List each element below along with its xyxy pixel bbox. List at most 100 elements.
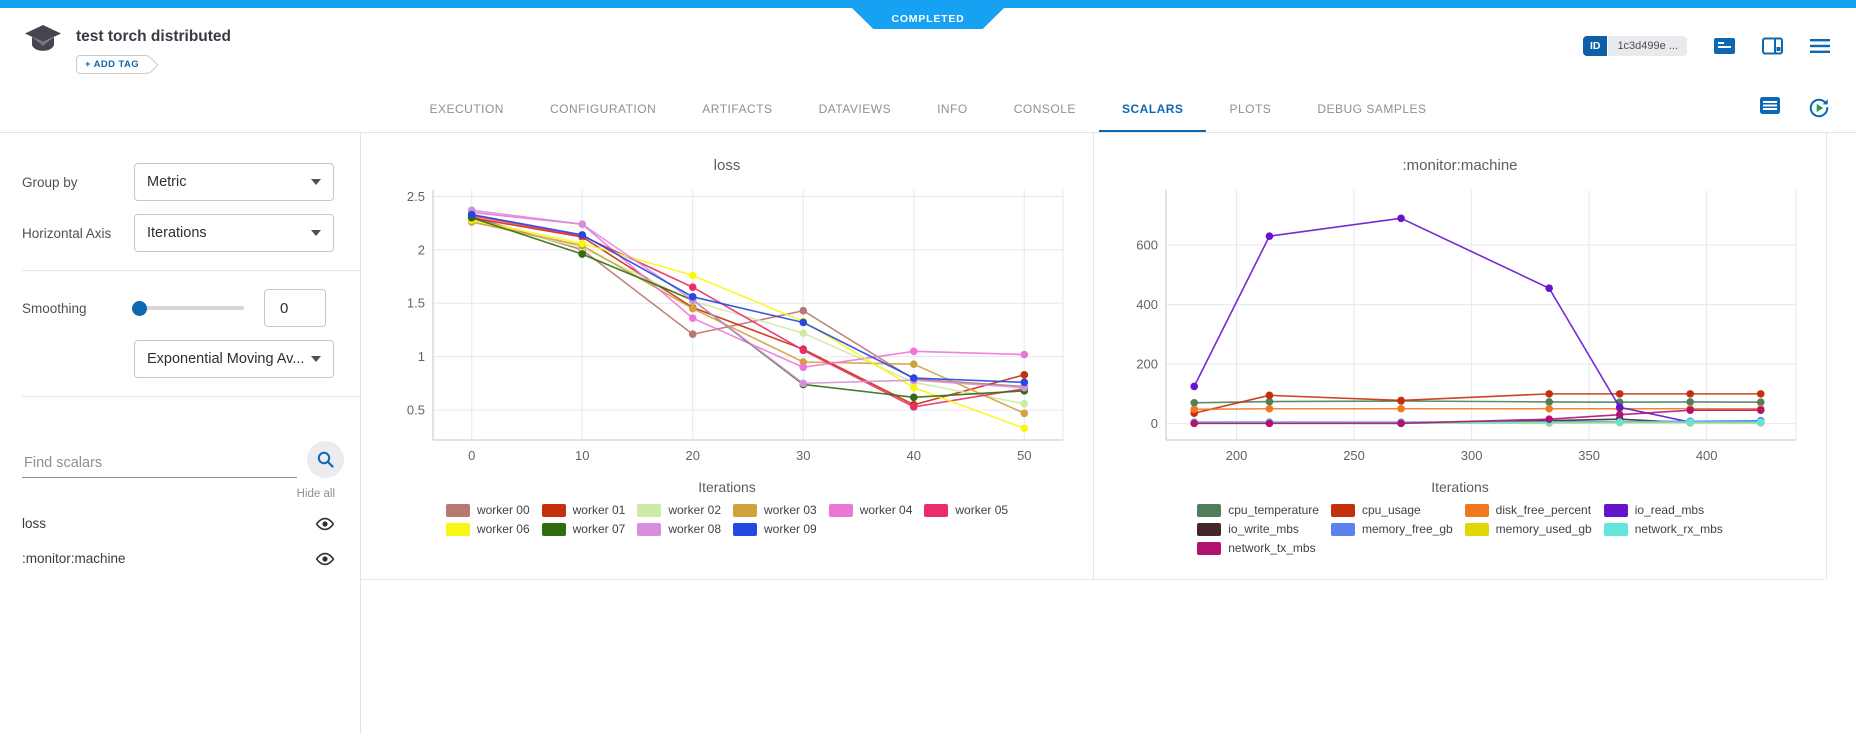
svg-text:50: 50 xyxy=(1017,448,1031,463)
legend-item-worker-04[interactable]: worker 04 xyxy=(828,503,912,517)
add-tag-button[interactable]: + ADD TAG xyxy=(76,55,151,74)
legend-item-network_tx_mbs[interactable]: network_tx_mbs xyxy=(1197,541,1319,555)
legend-item-cpu_usage[interactable]: cpu_usage xyxy=(1330,503,1453,517)
chart-legend: cpu_temperature cpu_usage disk_free_percen… xyxy=(1197,503,1723,555)
legend-item-worker-07[interactable]: worker 07 xyxy=(541,522,626,536)
legend-item-memory_used_gb[interactable]: memory_used_gb xyxy=(1464,522,1592,536)
svg-text:200: 200 xyxy=(1136,357,1158,372)
scalar-name: loss xyxy=(22,516,47,531)
legend-label: worker 05 xyxy=(955,503,1009,517)
legend-item-worker-00[interactable]: worker 00 xyxy=(445,503,530,517)
legend-item-network_rx_mbs[interactable]: network_rx_mbs xyxy=(1603,522,1723,536)
legend-swatch xyxy=(1197,522,1222,536)
scalar-list: loss :monitor:machine xyxy=(0,506,360,576)
smoothing-slider[interactable] xyxy=(132,300,244,316)
legend-item-disk_free_percent[interactable]: disk_free_percent xyxy=(1464,503,1592,517)
legend-swatch xyxy=(541,522,566,536)
legend-swatch xyxy=(1197,503,1222,517)
auto-refresh-icon[interactable] xyxy=(1808,97,1830,119)
find-scalars-input[interactable] xyxy=(22,449,297,478)
tab-scalars[interactable]: SCALARS xyxy=(1099,86,1207,132)
group-by-select[interactable]: Metric xyxy=(134,163,334,201)
search-button[interactable] xyxy=(307,441,344,478)
legend-item-worker-08[interactable]: worker 08 xyxy=(637,522,721,536)
tab-plots[interactable]: PLOTS xyxy=(1229,102,1272,116)
legend-item-worker-03[interactable]: worker 03 xyxy=(733,503,817,517)
smoothing-value-input[interactable] xyxy=(264,289,326,327)
legend-label: worker 02 xyxy=(668,503,721,517)
tab-execution[interactable]: EXECUTION xyxy=(429,102,504,116)
eye-icon xyxy=(315,552,335,565)
divider xyxy=(22,270,360,271)
legend-label: worker 03 xyxy=(764,503,817,517)
legend-swatch xyxy=(445,522,470,536)
tab-dataviews[interactable]: DATAVIEWS xyxy=(818,102,892,116)
legend-item-io_write_mbs[interactable]: io_write_mbs xyxy=(1197,522,1319,536)
legend-label: worker 08 xyxy=(668,522,721,536)
tab-info[interactable]: INFO xyxy=(937,102,968,116)
tab-artifacts[interactable]: ARTIFACTS xyxy=(702,102,773,116)
legend-label: io_read_mbs xyxy=(1634,503,1705,517)
legend-item-worker-09[interactable]: worker 09 xyxy=(733,522,817,536)
experiment-id-value[interactable]: 1c3d499e ... xyxy=(1608,36,1687,56)
visibility-toggle[interactable] xyxy=(315,552,335,566)
charts-area: loss 0 10 20 30 40 50 0.5 1 1.5 2 2.5 Iterations w… xyxy=(361,133,1856,734)
legend-item-worker-05[interactable]: worker 05 xyxy=(924,503,1008,517)
search-icon xyxy=(317,451,334,468)
smoothing-type-select[interactable]: Exponential Moving Av... xyxy=(134,340,334,378)
svg-text:40: 40 xyxy=(907,448,921,463)
legend-item-io_read_mbs[interactable]: io_read_mbs xyxy=(1603,503,1723,517)
legend-item-cpu_temperature[interactable]: cpu_temperature xyxy=(1197,503,1319,517)
tab-bar: EXECUTION CONFIGURATION ARTIFACTS DATAVIEWS… xyxy=(0,86,1856,133)
legend-item-worker-02[interactable]: worker 02 xyxy=(637,503,721,517)
chevron-down-icon xyxy=(311,356,321,362)
svg-text:0: 0 xyxy=(468,448,475,463)
svg-text:2.5: 2.5 xyxy=(407,189,425,204)
svg-text:400: 400 xyxy=(1696,448,1718,463)
svg-text:2: 2 xyxy=(418,242,425,257)
legend-swatch xyxy=(445,503,470,517)
experiment-header: test torch distributed + ADD TAG ID 1c3d… xyxy=(0,8,1856,86)
visibility-toggle[interactable] xyxy=(315,517,335,531)
legend-swatch xyxy=(924,503,949,517)
svg-text:1: 1 xyxy=(418,349,425,364)
details-panel-icon[interactable] xyxy=(1714,37,1735,55)
loss-chart[interactable]: 0 10 20 30 40 50 0.5 1 1.5 2 2.5 xyxy=(377,182,1077,479)
scalar-list-item: loss xyxy=(0,506,360,541)
legend-swatch xyxy=(733,503,757,517)
tab-debug-samples[interactable]: DEBUG SAMPLES xyxy=(1317,102,1427,116)
smoothing-slider-thumb[interactable] xyxy=(132,300,147,316)
legend-item-memory_free_gb[interactable]: memory_free_gb xyxy=(1330,522,1453,536)
chevron-down-icon xyxy=(311,230,321,236)
legend-swatch xyxy=(1330,522,1355,536)
group-by-label: Group by xyxy=(22,174,78,190)
group-by-value: Metric xyxy=(147,174,187,190)
svg-text:20: 20 xyxy=(686,448,700,463)
legend-item-worker-01[interactable]: worker 01 xyxy=(541,503,625,517)
experiment-title: test torch distributed xyxy=(76,28,232,45)
legend-label: worker 07 xyxy=(572,522,626,536)
chart-title: :monitor:machine xyxy=(1402,157,1518,174)
status-badge: COMPLETED xyxy=(852,8,1004,29)
svg-text:10: 10 xyxy=(575,448,589,463)
monitor-machine-chart[interactable]: 200 250 300 350 400 0 200 400 600 xyxy=(1110,182,1810,479)
legend-swatch xyxy=(1464,522,1489,536)
eye-icon xyxy=(315,517,335,530)
legend-swatch xyxy=(637,503,662,517)
horizontal-axis-value: Iterations xyxy=(147,225,207,241)
horizontal-axis-select[interactable]: Iterations xyxy=(134,214,334,252)
id-badge: ID xyxy=(1582,36,1608,56)
scalar-name: :monitor:machine xyxy=(22,551,126,566)
legend-label: io_write_mbs xyxy=(1228,522,1299,536)
svg-text:400: 400 xyxy=(1136,297,1158,312)
legend-item-worker-06[interactable]: worker 06 xyxy=(445,522,530,536)
svg-text:300: 300 xyxy=(1461,448,1483,463)
chart-card-monitor-machine: :monitor:machine 200 250 300 350 400 0 200 400 6… xyxy=(1094,133,1827,579)
tab-console[interactable]: CONSOLE xyxy=(1013,102,1076,116)
tab-configuration[interactable]: CONFIGURATION xyxy=(549,102,657,116)
layout-columns-icon[interactable] xyxy=(1762,37,1783,55)
x-axis-title: Iterations xyxy=(1431,479,1489,495)
hide-all-button[interactable]: Hide all xyxy=(296,488,335,500)
table-view-icon[interactable] xyxy=(1760,97,1780,119)
menu-icon[interactable] xyxy=(1810,38,1830,54)
